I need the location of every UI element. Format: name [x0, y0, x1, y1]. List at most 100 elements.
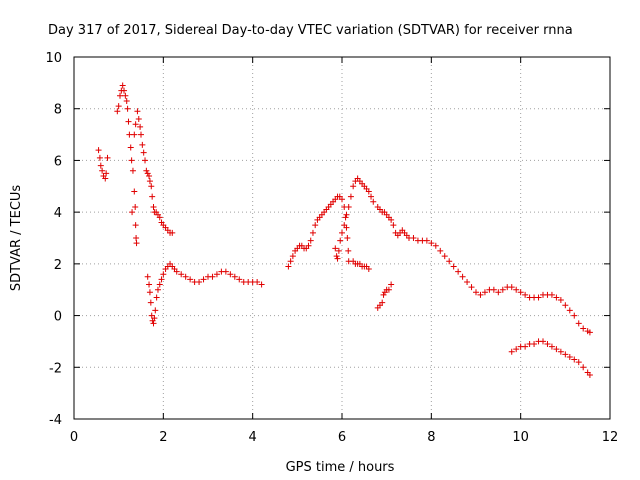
data-point: [134, 108, 141, 115]
data-point: [150, 203, 157, 210]
data-point: [146, 172, 153, 179]
data-point: [95, 147, 102, 154]
data-point: [133, 235, 140, 241]
data-point: [142, 157, 149, 164]
data-point: [115, 103, 122, 110]
data-point: [148, 183, 155, 190]
data-point: [312, 222, 319, 229]
data-point: [575, 359, 582, 366]
data-point: [129, 167, 136, 174]
x-axis-label: GPS time / hours: [286, 460, 395, 475]
data-point: [124, 105, 131, 112]
data-point: [335, 247, 342, 254]
data-point: [150, 320, 157, 327]
data-point: [339, 229, 345, 236]
y-tick-label: -4: [49, 413, 62, 428]
x-tick-label: 6: [338, 430, 346, 445]
data-point: [428, 240, 435, 247]
data-point: [548, 343, 555, 350]
data-point: [342, 214, 349, 221]
data-point: [499, 286, 506, 293]
data-point: [209, 273, 216, 280]
data-point: [347, 193, 354, 200]
axis-ticks: 0 2 4 6 8 10 12 -4 -2 0 2 4 6 8 10: [45, 51, 618, 445]
plot-frame: [73, 56, 611, 420]
data-point: [513, 346, 520, 353]
data-point: [370, 198, 377, 205]
data-point: [132, 222, 139, 229]
data-point: [125, 118, 132, 125]
data-point: [144, 273, 151, 280]
data-point: [117, 92, 124, 99]
data-point: [305, 242, 312, 249]
data-point: [464, 278, 471, 285]
data-point: [129, 209, 136, 216]
data-point: [196, 278, 203, 285]
data-point: [459, 273, 466, 280]
data-point: [473, 289, 479, 296]
data-point: [490, 286, 497, 293]
data-point: [333, 253, 340, 260]
data-point: [187, 276, 194, 283]
data-point: [143, 167, 150, 174]
data-point: [123, 97, 130, 104]
data-point: [222, 268, 229, 275]
data-point: [148, 312, 155, 319]
data-point: [258, 281, 265, 288]
data-point: [135, 116, 142, 123]
data-point: [169, 229, 176, 236]
data-point: [127, 144, 134, 151]
data-point: [339, 196, 345, 203]
data-point: [146, 289, 153, 296]
data-point: [332, 245, 339, 252]
data-point: [450, 263, 457, 270]
x-tick-label: 0: [70, 430, 78, 445]
data-point: [149, 193, 156, 200]
data-point: [152, 307, 159, 314]
data-point: [97, 162, 104, 169]
y-tick-label: 6: [54, 154, 62, 169]
data-point: [423, 237, 430, 244]
data-point: [368, 193, 375, 200]
data-point: [553, 294, 560, 301]
data-point: [289, 253, 296, 260]
data-point: [160, 271, 167, 278]
data-point: [365, 266, 372, 273]
data-point: [350, 183, 357, 190]
data-point: [156, 214, 163, 221]
data-point: [178, 271, 185, 278]
data-point: [380, 291, 387, 298]
data-point: [517, 289, 524, 296]
data-point: [566, 353, 573, 360]
data-point: [575, 320, 582, 327]
data-point: [379, 299, 386, 306]
data-points: [95, 82, 593, 379]
data-point: [287, 258, 294, 265]
y-tick-label: 8: [54, 103, 62, 118]
y-tick-label: 10: [45, 51, 62, 66]
data-point: [513, 286, 520, 293]
data-point: [231, 273, 238, 280]
data-point: [522, 343, 529, 350]
data-point: [132, 203, 139, 210]
data-point: [341, 222, 348, 229]
data-point: [522, 291, 529, 298]
data-point: [540, 338, 546, 345]
grid-lines: [74, 57, 610, 419]
x-tick-label: 8: [427, 430, 435, 445]
data-point: [410, 235, 417, 241]
data-point: [104, 154, 111, 161]
data-point: [102, 175, 109, 182]
data-point: [571, 356, 578, 363]
x-tick-label: 12: [602, 430, 619, 445]
data-point: [586, 329, 593, 336]
data-point: [133, 240, 140, 247]
data-point: [173, 268, 180, 275]
data-point: [477, 291, 484, 298]
data-point: [96, 154, 103, 161]
data-point: [544, 341, 551, 348]
data-point: [147, 299, 154, 306]
data-point: [446, 258, 453, 265]
data-point: [441, 253, 448, 260]
data-point: [146, 281, 153, 288]
